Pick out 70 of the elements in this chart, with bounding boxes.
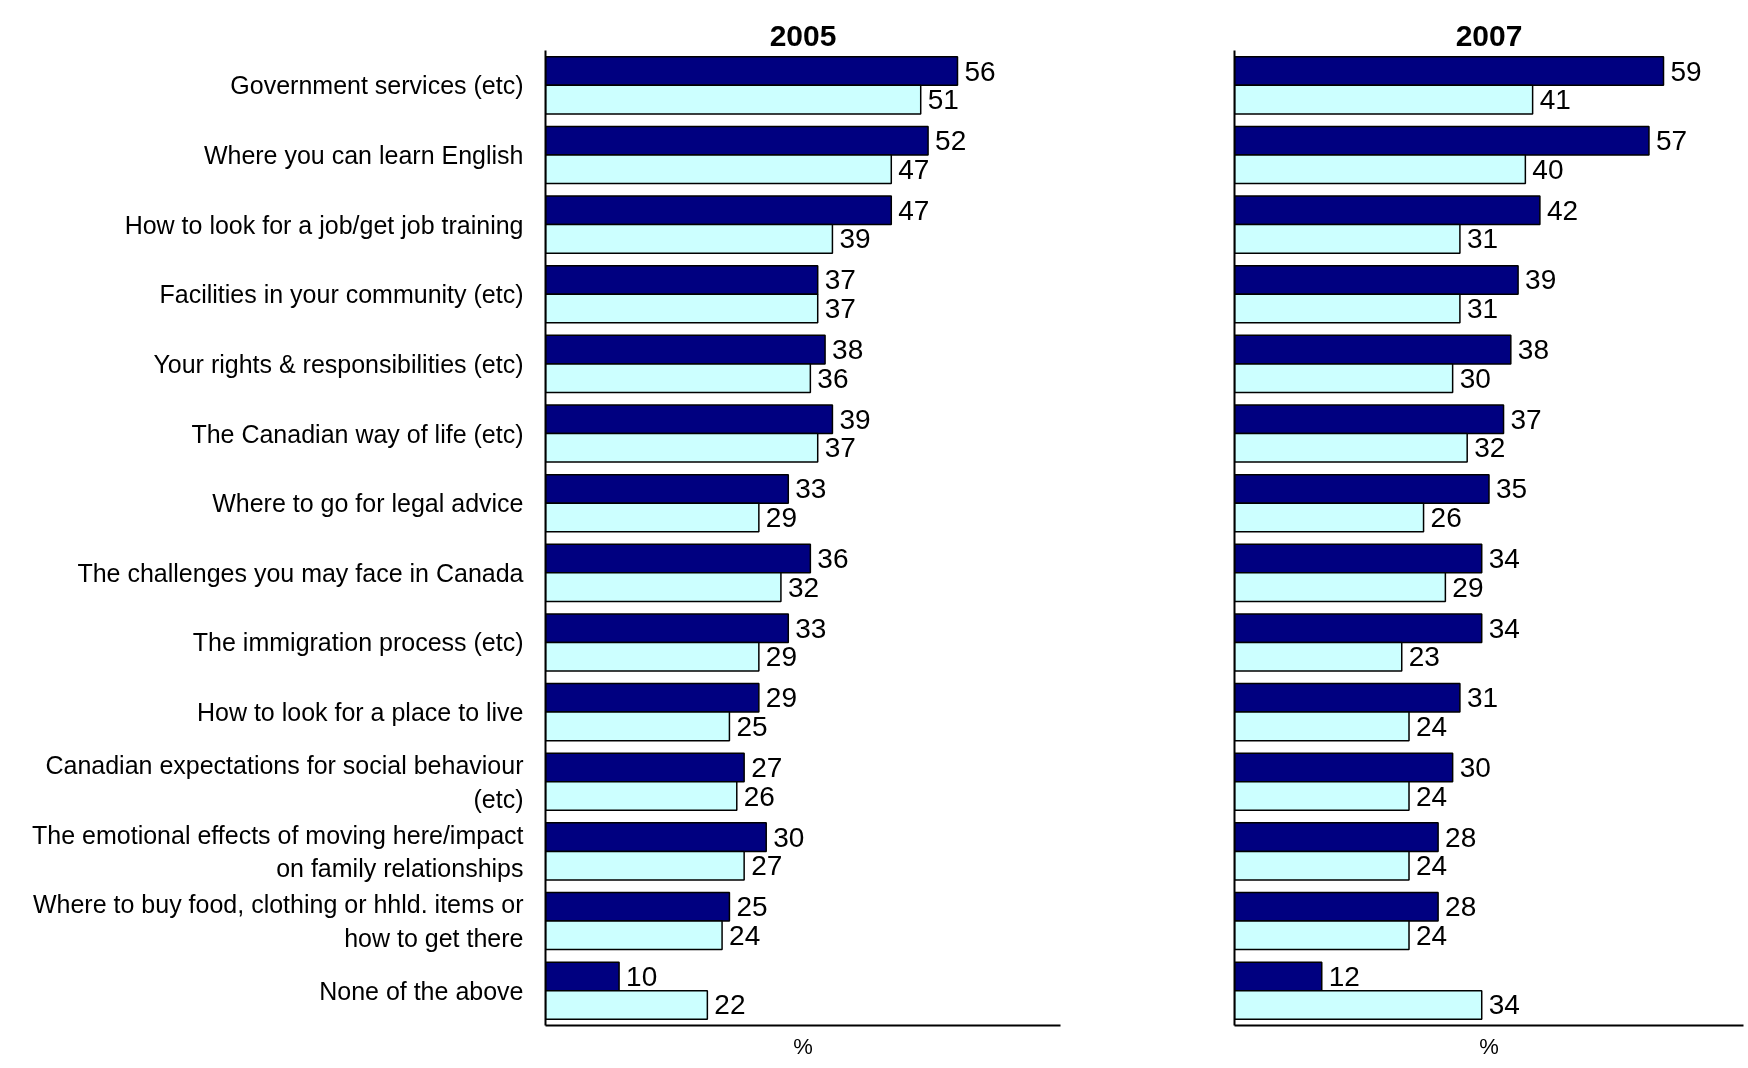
data-label: 38: [1517, 334, 1549, 366]
data-label: 28: [1445, 821, 1477, 853]
data-label: 37: [824, 264, 856, 296]
y-tick-label: Government services (etc): [230, 71, 524, 100]
data-label: 22: [714, 989, 746, 1021]
data-label: 26: [1430, 501, 1462, 533]
data-label: 29: [1452, 571, 1484, 603]
data-label: 34: [1488, 989, 1520, 1021]
data-label: 24: [1416, 919, 1448, 951]
data-label: 47: [898, 153, 930, 185]
data-label: 33: [795, 612, 827, 644]
y-tick-label: The emotional effects of moving here/impact on family relationships: [32, 820, 524, 883]
y-tick-label: Where to buy food, clothing or hhld. items or how to get there: [32, 890, 524, 952]
data-label: 52: [935, 125, 967, 157]
data-label: 30: [773, 821, 805, 853]
data-label: 29: [765, 641, 798, 673]
y-tick-label: None of the above: [319, 976, 524, 1005]
data-label: 12: [1328, 960, 1360, 992]
data-label: 31: [1466, 293, 1499, 325]
y-tick-label: Where to go for legal advice: [212, 489, 524, 518]
data-label: 34: [1488, 612, 1520, 644]
y-tick-label: The challenges you may face in Canada: [77, 558, 524, 587]
y-tick-label: Your rights & responsibilities (etc): [153, 349, 524, 378]
data-label: 34: [1488, 543, 1520, 575]
data-label: 37: [824, 432, 856, 464]
y-tick-label: Facilities in your community (etc): [159, 280, 524, 309]
data-label: 39: [1525, 264, 1557, 296]
chart-title: 2005: [769, 18, 837, 52]
data-label: 47: [898, 194, 930, 226]
data-label: 24: [1416, 710, 1448, 742]
y-tick-label: Where you can learn English: [203, 140, 524, 169]
data-label: 24: [1416, 780, 1448, 812]
data-label: 41: [1539, 84, 1571, 116]
y-tick-label: The Canadian way of life (etc): [191, 419, 524, 448]
data-label: 37: [824, 293, 856, 325]
x-axis-title: %: [1479, 1033, 1499, 1059]
data-label: 59: [1670, 55, 1702, 87]
data-label: 56: [964, 55, 996, 87]
y-tick-label: How to look for a job/get job training: [124, 210, 524, 239]
data-label: 39: [839, 223, 871, 255]
data-label: 29: [765, 501, 798, 533]
data-label: 23: [1408, 641, 1440, 673]
data-label: 37: [1510, 403, 1542, 435]
data-label: 24: [1416, 850, 1448, 882]
data-label: 31: [1466, 682, 1499, 714]
data-label: 28: [1445, 891, 1477, 923]
data-label: 31: [1466, 223, 1499, 255]
data-label: 30: [1459, 362, 1491, 394]
data-label: 10: [626, 960, 658, 992]
data-label: 27: [751, 850, 783, 882]
x-axis-title: %: [793, 1033, 813, 1059]
data-label: 35: [1496, 473, 1528, 505]
data-label: 29: [765, 682, 798, 714]
data-label: 32: [1474, 432, 1506, 464]
data-label: 57: [1655, 125, 1688, 157]
y-tick-label: How to look for a place to live: [196, 698, 524, 727]
data-label: 36: [817, 543, 849, 575]
data-label: 42: [1546, 194, 1579, 226]
data-label: 40: [1532, 153, 1564, 185]
data-label: 26: [743, 780, 775, 812]
data-label: 27: [751, 751, 783, 783]
y-tick-label: Canadian expectations for social behaviour (etc): [45, 750, 524, 813]
data-label: 25: [736, 710, 768, 742]
data-label: 30: [1459, 751, 1491, 783]
data-label: 51: [927, 84, 959, 116]
y-tick-label: The immigration process (etc): [192, 628, 524, 657]
data-label: 32: [787, 571, 820, 603]
chart-title: 2007: [1455, 18, 1523, 52]
data-label: 39: [839, 403, 871, 435]
data-label: 33: [795, 473, 827, 505]
